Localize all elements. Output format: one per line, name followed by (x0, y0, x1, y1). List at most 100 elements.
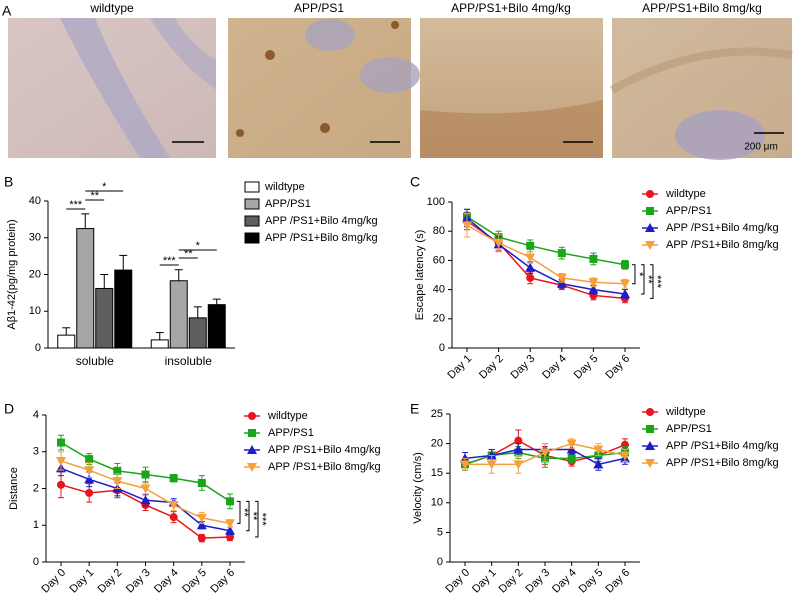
legend-marker (247, 463, 257, 472)
point (513, 444, 524, 454)
x-tick-label: Day 3 (509, 353, 538, 382)
bar (207, 304, 226, 349)
point (140, 495, 151, 505)
significance-bracket (246, 500, 250, 532)
x-tick-label: Day 3 (523, 567, 552, 596)
point (196, 513, 207, 523)
y-tick-label: 20 (29, 268, 41, 280)
y-tick-label: 25 (431, 408, 443, 420)
x-tick-label: Day 3 (124, 567, 153, 596)
x-tick-label: Day 4 (550, 567, 579, 596)
significance-label: ** (238, 508, 250, 517)
point (168, 501, 179, 511)
legend-label: APP/PS1 (666, 423, 712, 435)
y-tick-label: 40 (29, 195, 41, 207)
point (593, 459, 604, 469)
point (197, 478, 206, 487)
y-axis-label: Escape latency (s) (414, 230, 426, 320)
legend-label: wildtype (665, 406, 706, 418)
point (588, 278, 599, 288)
image-title: wildtype (89, 1, 134, 15)
point (85, 488, 94, 497)
panel-letter: E (410, 401, 419, 417)
x-tick-label: Day 5 (572, 353, 601, 382)
bar (95, 287, 114, 349)
point (588, 284, 599, 294)
point (566, 444, 577, 454)
bar (57, 334, 76, 349)
significance-bracket (632, 264, 636, 285)
significance-label: ** (184, 248, 193, 260)
point (113, 466, 122, 475)
significance-label: ** (90, 190, 99, 202)
point (57, 480, 65, 489)
x-tick-label: insoluble (165, 354, 213, 368)
legend-marker (248, 412, 256, 420)
point (526, 241, 535, 250)
panel-letter: D (4, 401, 14, 417)
x-tick-label: Day 6 (603, 567, 632, 596)
point (621, 260, 629, 269)
image-title: APP/PS1+Bilo 8mg/kg (642, 1, 762, 15)
significance-label: ** (642, 275, 654, 284)
legend-marker (646, 425, 654, 433)
legend-marker (646, 408, 654, 416)
y-tick-label: 0 (35, 342, 41, 354)
y-tick-label: 2 (33, 482, 39, 494)
point (169, 513, 178, 522)
y-tick-label: 0 (437, 556, 443, 568)
legend-label: APP /PS1+Bilo 8mg/kg (268, 461, 381, 473)
significance-label: *** (256, 513, 268, 527)
legend-label: APP /PS1+Bilo 8mg/kg (666, 239, 779, 251)
significance-bracket (650, 264, 654, 299)
y-tick-label: 5 (437, 526, 443, 538)
bar (169, 280, 188, 349)
point (85, 455, 94, 464)
series-line (466, 215, 626, 266)
x-tick-label: Day 1 (445, 353, 474, 382)
y-tick-label: 20 (433, 313, 445, 325)
image-title: APP/PS1+Bilo 4mg/kg (451, 1, 571, 15)
y-axis-label: Velocity (cm/s) (412, 452, 424, 524)
point (140, 484, 151, 494)
x-tick-label: Day 1 (470, 567, 499, 596)
x-tick-label: Day 0 (443, 567, 472, 596)
legend-swatch (244, 215, 260, 227)
point (525, 262, 536, 272)
micrograph (420, 18, 603, 158)
y-tick-label: 4 (33, 409, 39, 421)
legend-label: wildtype (267, 410, 308, 422)
point (196, 520, 207, 530)
point (566, 439, 577, 449)
x-tick-label: Day 2 (477, 353, 506, 382)
x-tick-label: Day 2 (96, 567, 125, 596)
legend-marker (645, 241, 655, 250)
legend-marker (248, 429, 256, 437)
y-tick-label: 10 (431, 497, 443, 509)
point (526, 273, 535, 282)
point (226, 533, 234, 542)
x-tick-label: Day 5 (180, 567, 209, 596)
x-tick-label: Day 0 (39, 567, 68, 596)
x-tick-label: Day 5 (577, 567, 606, 596)
y-tick-label: 0 (33, 556, 39, 568)
point (493, 238, 504, 248)
legend-label: APP /PS1+Bilo 8mg/kg (265, 232, 378, 244)
point (56, 456, 66, 466)
panel-letter: C (410, 174, 420, 190)
x-tick-label: Day 4 (540, 353, 569, 382)
point (225, 525, 235, 535)
x-tick-label: Day 1 (68, 567, 97, 596)
point (556, 278, 567, 288)
micrograph (228, 18, 420, 158)
x-tick-label: Day 6 (603, 353, 632, 382)
point (514, 436, 523, 445)
legend-marker (645, 223, 655, 232)
legend-label: APP /PS1+Bilo 8mg/kg (666, 457, 779, 469)
point (557, 249, 566, 258)
legend-label: APP/PS1 (268, 427, 314, 439)
point (567, 454, 576, 463)
y-tick-label: 15 (431, 467, 443, 479)
point (525, 253, 536, 263)
